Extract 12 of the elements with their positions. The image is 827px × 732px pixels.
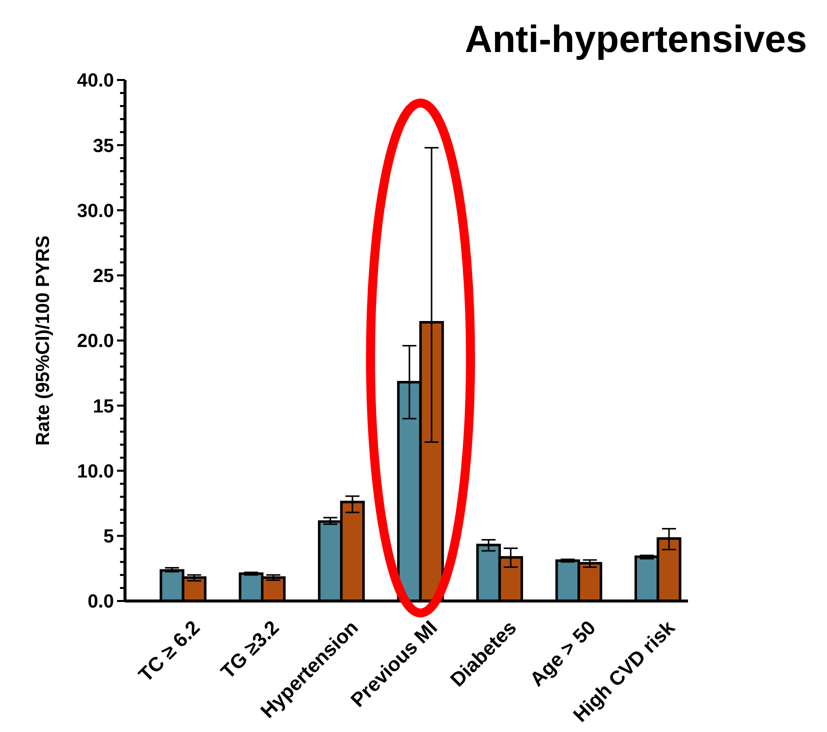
y-tick-label: 30.0: [77, 200, 114, 222]
y-tick-label: 5: [103, 526, 114, 548]
y-tick-label: 25: [92, 266, 114, 288]
y-tick-label: 15: [92, 396, 114, 418]
y-tick-label: 20.0: [77, 331, 114, 352]
y-tick-label: 40.0: [77, 70, 114, 92]
chart-title: Anti-hypertensives: [464, 19, 807, 61]
y-tick-label: 10.0: [77, 461, 114, 482]
y-tick-label: 0.0: [88, 592, 114, 613]
y-axis-title: Rate (95%CI)/100 PYRS: [33, 235, 54, 446]
y-tick-label: 35: [92, 136, 114, 157]
x-tick-label: TC ≥ 6.2: [134, 616, 205, 687]
